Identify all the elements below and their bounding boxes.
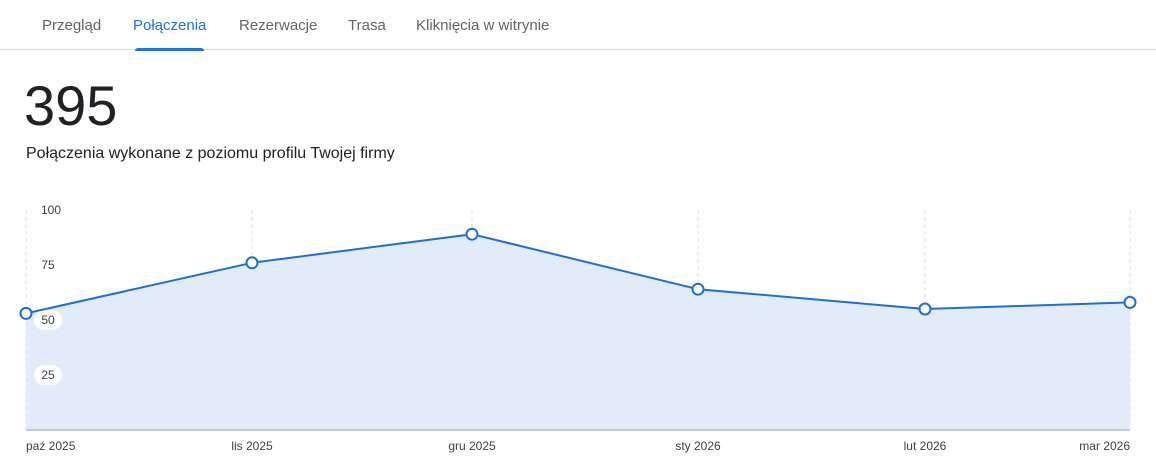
tab-website-clicks[interactable]: Kliknięcia w witrynie: [416, 17, 550, 34]
x-tick-label-4: lut 2026: [904, 439, 947, 453]
tab-overview[interactable]: Przegląd: [42, 17, 102, 34]
x-tick-label-3: sty 2026: [675, 439, 721, 453]
total-calls-value: 395: [24, 74, 118, 137]
tab-bookings[interactable]: Rezerwacje: [239, 17, 318, 34]
tab-calls[interactable]: Połączenia: [133, 0, 207, 51]
x-tick-label-2: gru 2025: [448, 439, 496, 453]
tab-directions[interactable]: Trasa: [348, 17, 386, 34]
y-tick-label-25: 25: [41, 368, 55, 382]
tab-bar: Przegląd Połączenia Rezerwacje Trasa Kli…: [0, 0, 1156, 51]
data-point-0: [19, 306, 33, 320]
y-tick-label-100: 100: [41, 203, 61, 217]
series-line: [25, 233, 1131, 315]
tab-calls-label: Połączenia: [133, 17, 207, 34]
x-tick-label-1: lis 2025: [231, 439, 273, 453]
total-calls-caption: Połączenia wykonane z poziomu profilu Tw…: [26, 145, 395, 162]
data-point-1: [245, 256, 259, 270]
active-tab-indicator: [135, 48, 205, 51]
series-area: [26, 234, 1130, 430]
y-tick-bg-50: [34, 310, 62, 330]
x-tick-label-5: mar 2026: [1079, 439, 1130, 453]
data-point-4: [918, 302, 932, 316]
data-point-3: [691, 282, 705, 296]
y-tick-bg-75: [34, 255, 62, 275]
calls-area-chart: 25 50 75 100 paź 2025 lis 2025 gru 2025 sty 202…: [19, 200, 1137, 453]
y-tick-label-75: 75: [41, 258, 55, 272]
data-point-5: [1123, 295, 1137, 309]
y-tick-bg-100: [34, 200, 68, 220]
data-point-2: [465, 227, 479, 241]
x-tick-label-0: paź 2025: [26, 439, 76, 453]
y-tick-label-50: 50: [41, 313, 55, 327]
y-tick-bg-25: [34, 365, 62, 385]
